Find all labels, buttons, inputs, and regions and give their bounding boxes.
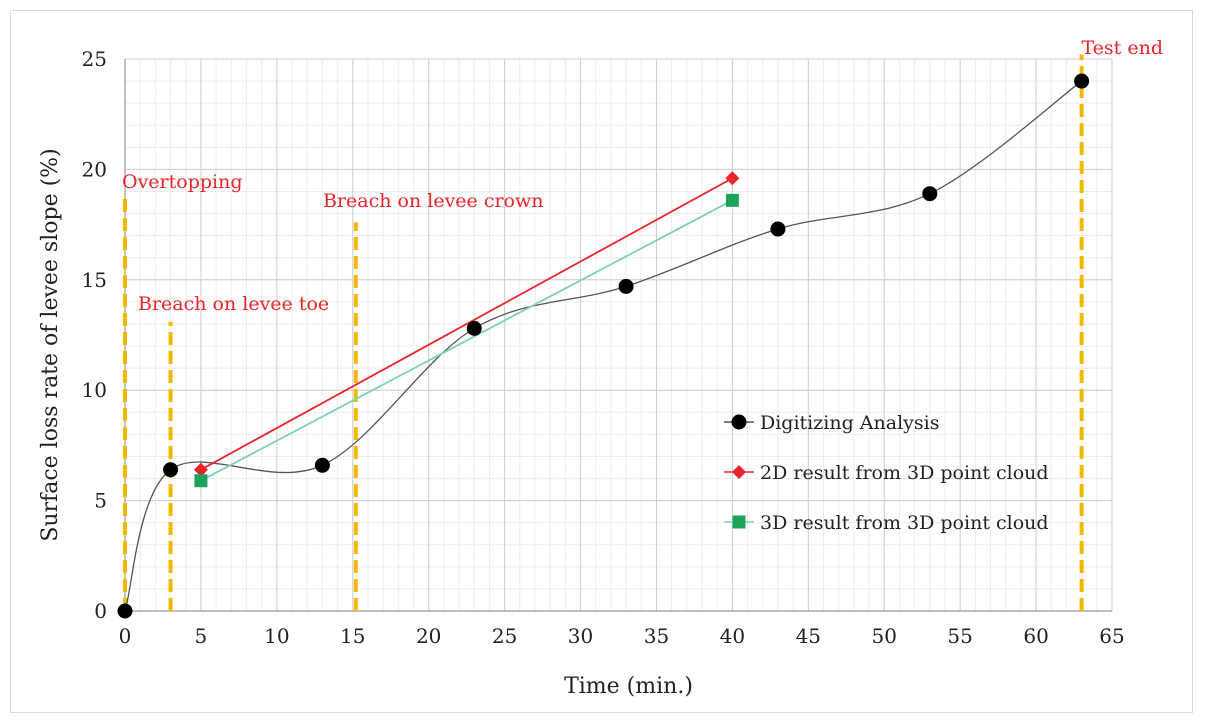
x-tick-label: 55 <box>947 624 972 648</box>
data-point-series-1 <box>466 320 482 336</box>
event-label: Breach on levee toe <box>138 293 329 315</box>
series-line-1 <box>124 80 1083 612</box>
x-tick-label: 60 <box>1023 624 1048 648</box>
legend-marker <box>732 465 746 479</box>
y-tick-label: 5 <box>94 489 107 513</box>
y-tick-labels: 0 5 10 15 20 25 <box>82 47 107 623</box>
y-tick-label: 15 <box>82 268 107 292</box>
x-tick-label: 15 <box>340 624 365 648</box>
legend-label: Digitizing Analysis <box>760 412 939 434</box>
series-lines <box>124 80 1083 612</box>
data-point-series-2 <box>725 171 740 186</box>
x-tick-label: 45 <box>796 624 821 648</box>
y-tick-label: 20 <box>82 157 107 181</box>
x-tick-label: 25 <box>492 624 517 648</box>
data-point-series-2 <box>193 462 208 477</box>
legend-marker <box>731 414 747 430</box>
x-tick-label: 20 <box>416 624 441 648</box>
x-tick-label: 50 <box>872 624 897 648</box>
series-line-3 <box>200 199 733 482</box>
data-point-series-1 <box>1074 73 1090 89</box>
legend-label: 3D result from 3D point cloud <box>760 512 1049 534</box>
x-tick-label: 0 <box>119 624 132 648</box>
x-tick-label: 65 <box>1099 624 1124 648</box>
event-label: Overtopping <box>122 171 243 193</box>
series-line-2 <box>200 177 733 471</box>
data-point-series-1 <box>922 186 938 202</box>
x-tick-label: 35 <box>644 624 669 648</box>
series-markers <box>117 73 1090 619</box>
x-tick-label: 30 <box>568 624 593 648</box>
legend: Digitizing Analysis 2D result from 3D poi… <box>724 412 1049 534</box>
x-tick-label: 10 <box>264 624 289 648</box>
minor-gridlines <box>124 58 1113 612</box>
event-label: Test end <box>1081 37 1163 59</box>
y-tick-label: 25 <box>82 47 107 71</box>
event-annotations: Overtopping Breach on levee toe Breach on … <box>122 37 1163 315</box>
y-axis-title: Surface loss rate of levee slope (%) <box>38 148 63 541</box>
x-tick-label: 40 <box>720 624 745 648</box>
legend-marker <box>732 515 746 529</box>
y-tick-label: 10 <box>82 378 107 402</box>
data-point-series-1 <box>117 603 133 619</box>
data-point-series-3 <box>725 193 739 207</box>
x-tick-label: 5 <box>195 624 208 648</box>
event-label: Breach on levee crown <box>323 190 544 212</box>
chart-frame <box>10 10 1193 713</box>
data-point-series-3 <box>194 474 208 488</box>
data-point-series-1 <box>770 221 786 237</box>
data-point-series-1 <box>618 278 634 294</box>
x-axis-title: Time (min.) <box>564 674 693 699</box>
legend-label: 2D result from 3D point cloud <box>760 462 1049 484</box>
y-tick-label: 0 <box>94 599 107 623</box>
x-tick-labels: 0 5 10 15 20 25 30 35 40 45 50 55 60 65 <box>119 624 1125 648</box>
data-point-series-1 <box>163 462 179 478</box>
data-point-series-1 <box>314 457 330 473</box>
